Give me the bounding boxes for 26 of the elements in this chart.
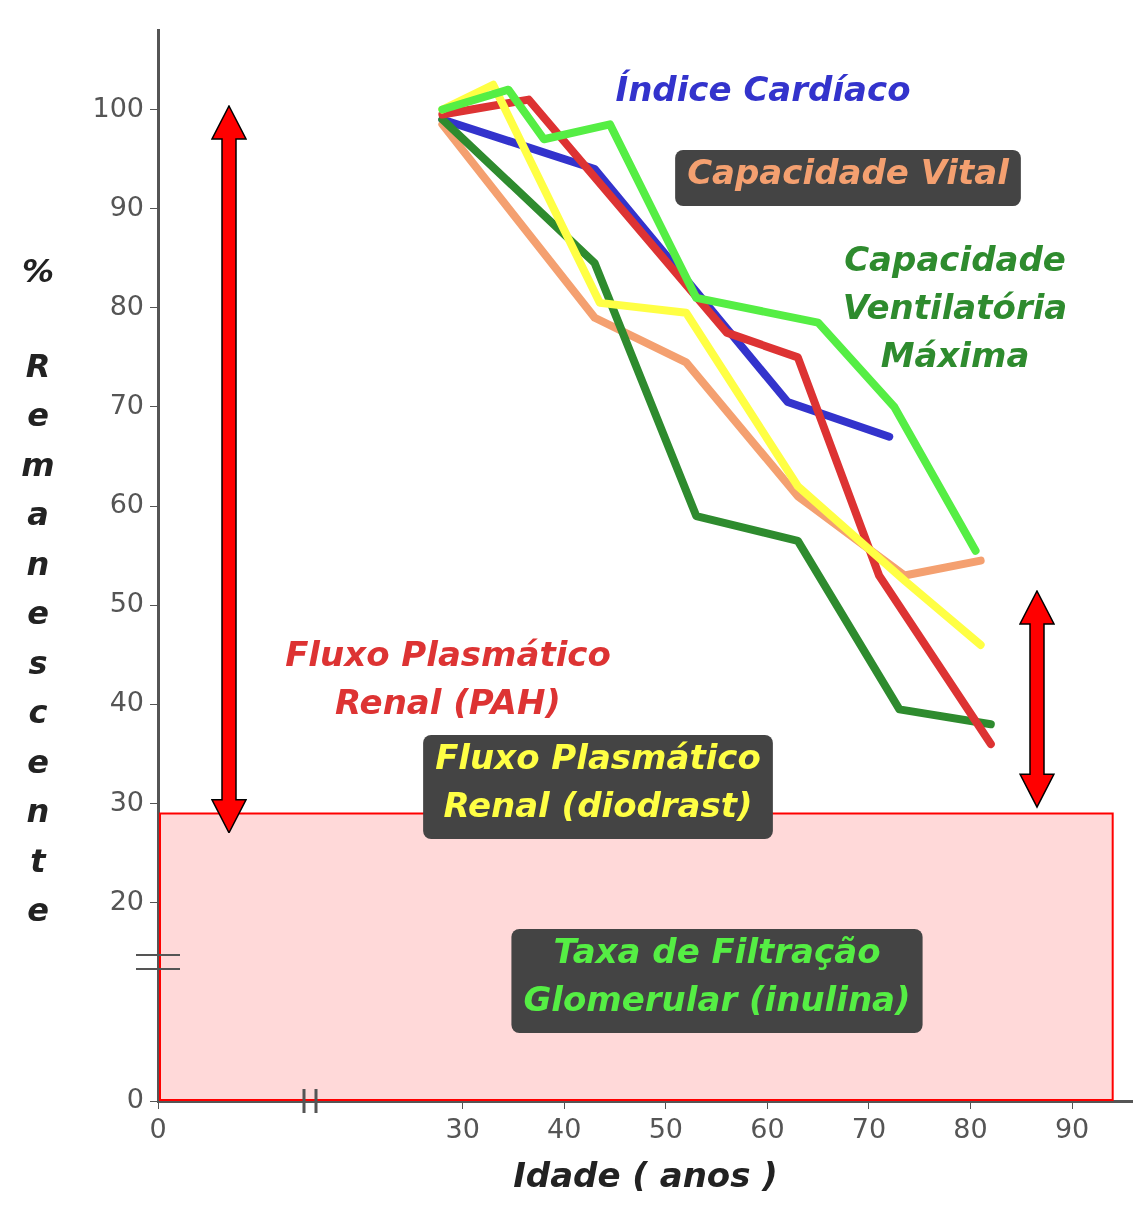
y-tick-label: 80 xyxy=(109,289,144,321)
text: Capacidade Vital xyxy=(687,151,1011,192)
x-tick-label: 60 xyxy=(750,1113,785,1145)
series-label: Índice Cardíaco xyxy=(615,68,911,109)
y-tick-label: 70 xyxy=(109,388,144,420)
y-tick-label: 40 xyxy=(109,686,144,718)
x-tick-label: 90 xyxy=(1054,1113,1090,1145)
x-tick-label: 30 xyxy=(445,1113,480,1145)
y-tick-label: 0 xyxy=(126,1083,144,1115)
text: Fluxo Plasmático Renal (diodrast) xyxy=(435,736,761,825)
x-tick-label: 50 xyxy=(648,1113,683,1145)
x-axis-title: Idade ( anos ) xyxy=(513,1154,778,1195)
text: Capacidade Ventilatória Máxima xyxy=(842,238,1068,375)
x-tick-label: 70 xyxy=(851,1113,887,1145)
x-tick-label: 0 xyxy=(149,1113,167,1145)
y-tick-label: 20 xyxy=(109,884,144,916)
x-tick-label: 80 xyxy=(953,1113,988,1145)
text: Fluxo Plasmático Renal (PAH) xyxy=(285,633,611,722)
y-tick-label: 90 xyxy=(109,190,144,222)
y-tick-label: 100 xyxy=(92,91,144,123)
x-tick-label: 40 xyxy=(547,1113,582,1145)
y-tick-label: 60 xyxy=(109,488,144,520)
y-tick-label: 50 xyxy=(109,587,144,619)
y-tick-label: 30 xyxy=(109,785,144,817)
text: % Remanescente xyxy=(21,252,55,930)
text: Taxa de Filtração Glomerular (inulina) xyxy=(523,930,911,1019)
